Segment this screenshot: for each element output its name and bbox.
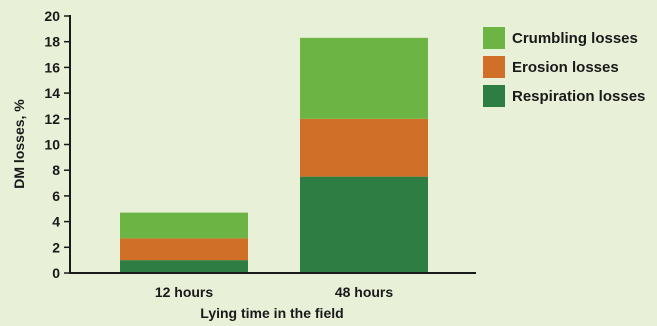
bar-12-hours-crumbling-losses xyxy=(120,212,248,239)
y-tick-label: 0 xyxy=(52,265,60,281)
y-tick-label: 4 xyxy=(52,214,60,230)
x-axis-ticks: 12 hours 48 hours xyxy=(155,284,394,300)
y-tick-label: 2 xyxy=(52,239,60,255)
legend: Crumbling losses Erosion losses Respiratio… xyxy=(483,27,645,107)
bar-12-hours-respiration-losses xyxy=(120,260,248,273)
bar-48-hours-crumbling-losses xyxy=(300,37,428,119)
y-tick-label: 10 xyxy=(44,137,60,153)
x-axis-title: Lying time in the field xyxy=(200,305,343,321)
legend-label-respiration-losses: Respiration losses xyxy=(512,88,645,105)
y-tick-label: 8 xyxy=(52,162,60,178)
y-tick-label: 6 xyxy=(52,188,60,204)
bar-48-hours-erosion-losses xyxy=(300,118,428,177)
y-axis-ticks: 0 2 4 6 8 10 12 14 16 18 20 xyxy=(44,8,70,281)
legend-label-crumbling-losses: Crumbling losses xyxy=(512,30,638,47)
x-tick-label-48-hours: 48 hours xyxy=(335,284,394,300)
y-tick-label: 16 xyxy=(44,59,60,75)
legend-swatch-respiration-losses xyxy=(483,85,505,107)
y-tick-label: 18 xyxy=(44,34,60,50)
legend-label-erosion-losses: Erosion losses xyxy=(512,59,619,76)
x-tick-label-12-hours: 12 hours xyxy=(155,284,214,300)
bar-48-hours-respiration-losses xyxy=(300,176,428,273)
legend-swatch-crumbling-losses xyxy=(483,27,505,49)
bar-12-hours-erosion-losses xyxy=(120,238,248,261)
y-tick-label: 14 xyxy=(44,85,60,101)
y-axis-title: DM losses, % xyxy=(11,99,27,189)
y-tick-label: 12 xyxy=(44,111,60,127)
legend-swatch-erosion-losses xyxy=(483,56,505,78)
y-tick-label: 20 xyxy=(44,8,60,24)
bars-layer xyxy=(120,37,428,273)
